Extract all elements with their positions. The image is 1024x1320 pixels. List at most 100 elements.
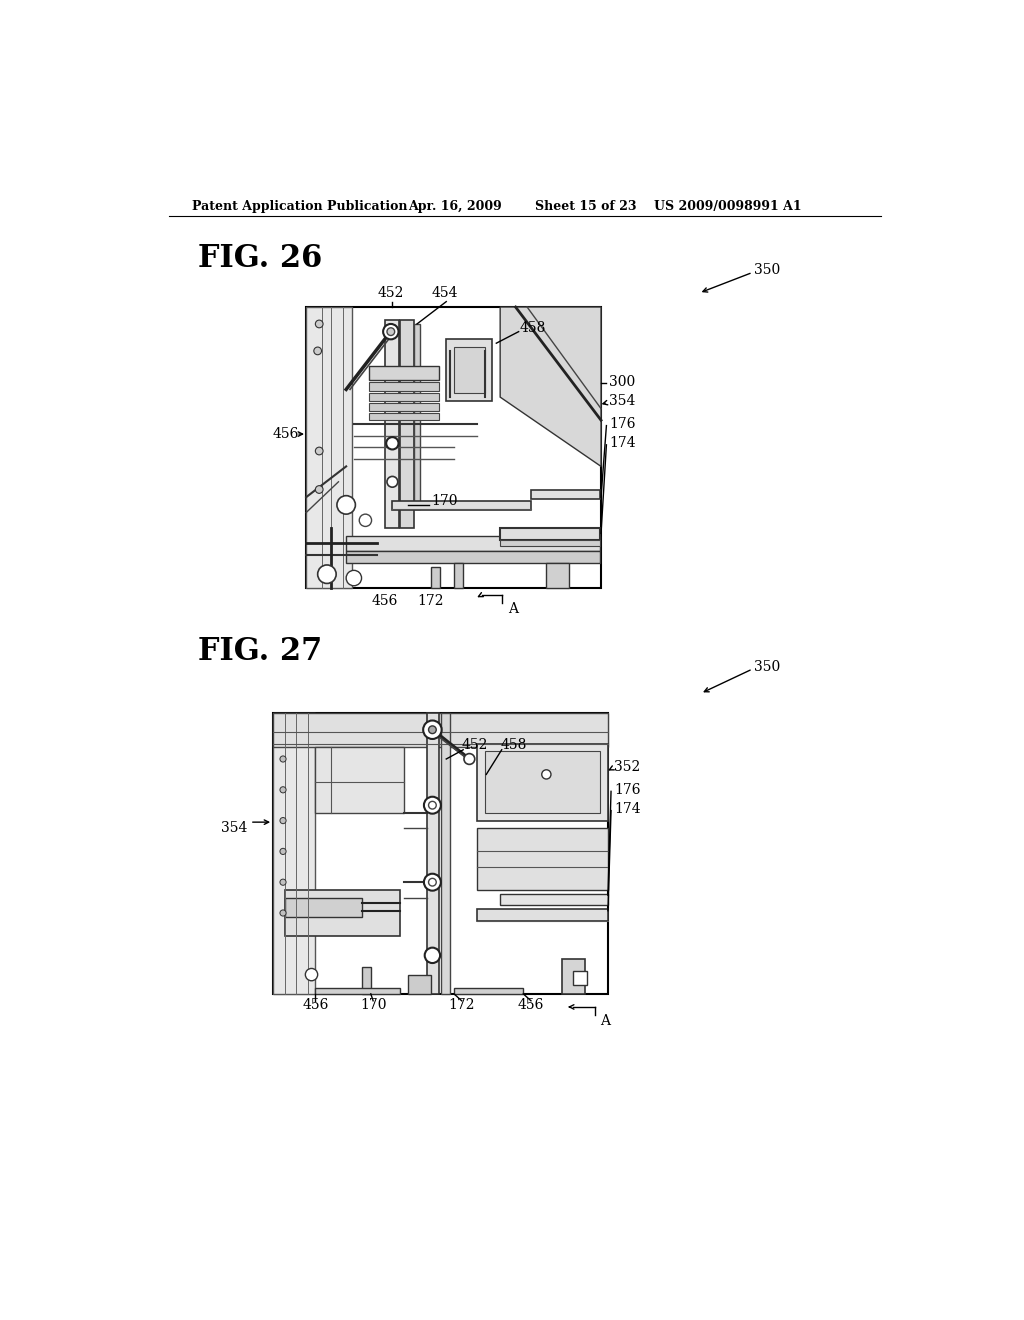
Bar: [500, 540, 600, 545]
Circle shape: [280, 879, 286, 886]
Bar: [346, 536, 600, 552]
Bar: [573, 970, 587, 985]
Bar: [370, 381, 438, 391]
Circle shape: [317, 565, 336, 583]
Text: 172: 172: [418, 594, 444, 609]
Text: 456: 456: [302, 998, 329, 1012]
Circle shape: [424, 874, 441, 891]
Circle shape: [423, 721, 441, 739]
Circle shape: [280, 817, 286, 824]
Text: 350: 350: [755, 660, 780, 673]
Text: 456: 456: [372, 594, 398, 609]
Text: 174: 174: [609, 437, 636, 450]
Text: 452: 452: [462, 738, 488, 752]
Text: 354: 354: [221, 821, 248, 836]
Text: 172: 172: [449, 998, 475, 1012]
Polygon shape: [500, 308, 601, 466]
Bar: [361, 966, 371, 994]
Bar: [400, 321, 414, 528]
Text: 300: 300: [609, 375, 636, 388]
Circle shape: [386, 437, 398, 450]
Circle shape: [315, 486, 323, 494]
Circle shape: [346, 570, 361, 586]
Circle shape: [429, 878, 436, 886]
Bar: [306, 308, 352, 589]
Text: 174: 174: [614, 803, 641, 816]
Text: 458: 458: [500, 738, 526, 752]
Bar: [370, 367, 438, 380]
Bar: [414, 323, 420, 508]
Bar: [454, 989, 523, 994]
Bar: [454, 347, 484, 393]
Bar: [427, 713, 438, 994]
Circle shape: [387, 477, 397, 487]
Circle shape: [280, 909, 286, 916]
Bar: [431, 566, 440, 589]
Circle shape: [280, 756, 286, 762]
Circle shape: [315, 321, 323, 327]
Text: 452: 452: [378, 286, 404, 300]
Circle shape: [280, 849, 286, 854]
Circle shape: [425, 948, 440, 964]
Bar: [484, 751, 600, 813]
Text: 170: 170: [431, 494, 458, 508]
Bar: [370, 404, 438, 411]
Text: US 2009/0098991 A1: US 2009/0098991 A1: [654, 199, 802, 213]
Text: 352: 352: [614, 760, 640, 774]
Circle shape: [337, 496, 355, 515]
Text: 176: 176: [609, 417, 636, 432]
Circle shape: [387, 327, 394, 335]
Text: 456: 456: [273, 428, 299, 441]
Bar: [477, 829, 608, 890]
Circle shape: [305, 969, 317, 981]
Bar: [315, 747, 403, 813]
Bar: [500, 894, 608, 906]
Bar: [370, 412, 438, 420]
Bar: [273, 713, 608, 994]
Bar: [408, 974, 431, 994]
Text: Sheet 15 of 23: Sheet 15 of 23: [535, 199, 636, 213]
Bar: [477, 743, 608, 821]
Bar: [273, 713, 608, 747]
Text: 454: 454: [431, 286, 458, 300]
Text: 350: 350: [755, 263, 780, 277]
Circle shape: [542, 770, 551, 779]
Bar: [370, 393, 438, 401]
Text: A: A: [600, 1014, 610, 1028]
Bar: [385, 321, 398, 528]
Bar: [392, 502, 531, 511]
Bar: [346, 552, 600, 562]
Text: 354: 354: [609, 393, 636, 408]
Bar: [531, 490, 600, 499]
Text: 170: 170: [359, 998, 386, 1012]
Text: Apr. 16, 2009: Apr. 16, 2009: [408, 199, 502, 213]
Circle shape: [280, 787, 286, 793]
Text: FIG. 26: FIG. 26: [199, 243, 323, 275]
Bar: [500, 528, 600, 540]
Text: FIG. 27: FIG. 27: [199, 636, 323, 667]
Bar: [273, 713, 315, 994]
Circle shape: [464, 754, 475, 764]
Bar: [285, 890, 400, 936]
Text: Patent Application Publication: Patent Application Publication: [193, 199, 408, 213]
Bar: [315, 989, 400, 994]
Circle shape: [424, 797, 441, 813]
Bar: [285, 898, 361, 917]
Circle shape: [429, 726, 436, 734]
Text: 458: 458: [519, 321, 546, 335]
Bar: [477, 909, 608, 921]
Circle shape: [429, 801, 436, 809]
Circle shape: [315, 447, 323, 455]
Bar: [547, 562, 569, 589]
Bar: [446, 339, 493, 401]
Circle shape: [313, 347, 322, 355]
Bar: [306, 308, 601, 589]
Text: A: A: [508, 602, 518, 616]
Bar: [562, 960, 585, 994]
Text: 456: 456: [518, 998, 544, 1012]
Text: 176: 176: [614, 783, 641, 797]
Bar: [454, 562, 463, 589]
Circle shape: [359, 515, 372, 527]
Bar: [441, 713, 451, 994]
Circle shape: [383, 323, 398, 339]
